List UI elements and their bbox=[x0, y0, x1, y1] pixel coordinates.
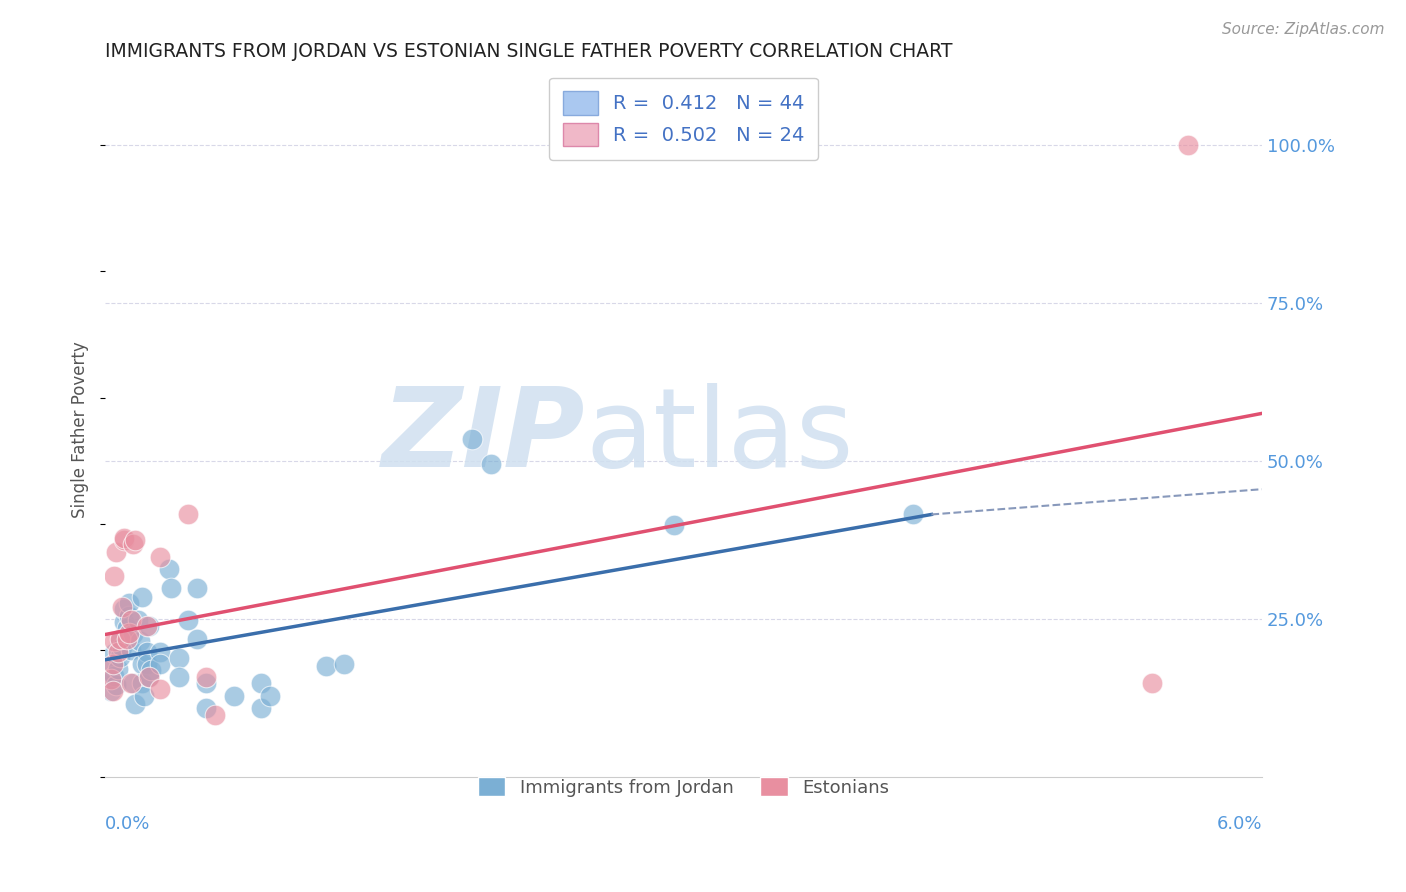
Point bbox=[118, 608, 141, 623]
Point bbox=[136, 619, 159, 633]
Point bbox=[259, 689, 281, 703]
Point bbox=[149, 644, 172, 658]
Point bbox=[222, 689, 245, 703]
Point bbox=[101, 684, 124, 698]
Point bbox=[127, 613, 149, 627]
Point bbox=[120, 643, 142, 657]
Point bbox=[112, 602, 135, 616]
Point bbox=[664, 518, 686, 533]
Legend: Immigrants from Jordan, Estonians: Immigrants from Jordan, Estonians bbox=[470, 768, 898, 805]
Point bbox=[149, 657, 172, 672]
Point bbox=[100, 672, 122, 686]
Point bbox=[138, 670, 160, 684]
Point bbox=[121, 676, 143, 690]
Point bbox=[121, 537, 143, 551]
Point bbox=[121, 627, 143, 641]
Point bbox=[117, 632, 139, 646]
Point bbox=[124, 697, 146, 711]
Point bbox=[120, 613, 142, 627]
Point bbox=[103, 647, 125, 661]
Point bbox=[118, 625, 141, 640]
Point bbox=[132, 689, 155, 703]
Y-axis label: Single Father Poverty: Single Father Poverty bbox=[72, 341, 89, 517]
Point bbox=[195, 701, 218, 715]
Text: 0.0%: 0.0% bbox=[105, 814, 150, 833]
Point bbox=[149, 682, 172, 697]
Point bbox=[204, 707, 226, 722]
Point bbox=[461, 432, 484, 446]
Point bbox=[901, 508, 924, 522]
Point bbox=[177, 508, 200, 522]
Point bbox=[160, 582, 183, 596]
Point bbox=[120, 676, 142, 690]
Point bbox=[108, 632, 131, 646]
Point bbox=[131, 676, 153, 690]
Point bbox=[479, 457, 502, 471]
Point bbox=[103, 633, 125, 648]
Text: 6.0%: 6.0% bbox=[1216, 814, 1263, 833]
Point bbox=[105, 678, 128, 692]
Point bbox=[195, 670, 218, 684]
Point bbox=[112, 531, 135, 545]
Point bbox=[250, 676, 273, 690]
Point bbox=[105, 545, 128, 559]
Point bbox=[177, 613, 200, 627]
Point bbox=[117, 621, 139, 635]
Point bbox=[108, 633, 131, 648]
Point bbox=[136, 657, 159, 672]
Point bbox=[103, 668, 125, 682]
Point bbox=[1177, 137, 1199, 152]
Point bbox=[131, 590, 153, 604]
Point bbox=[101, 659, 124, 673]
Point bbox=[167, 670, 190, 684]
Point bbox=[136, 644, 159, 658]
Point bbox=[149, 549, 172, 564]
Point bbox=[139, 664, 162, 678]
Point bbox=[107, 644, 129, 658]
Point bbox=[100, 684, 122, 698]
Point bbox=[111, 600, 134, 615]
Point bbox=[138, 670, 160, 684]
Point bbox=[107, 662, 129, 676]
Point bbox=[138, 619, 160, 633]
Point bbox=[124, 533, 146, 547]
Point bbox=[250, 701, 273, 715]
Point bbox=[167, 651, 190, 665]
Point bbox=[131, 657, 153, 672]
Point bbox=[195, 676, 218, 690]
Text: ZIP: ZIP bbox=[382, 383, 585, 490]
Point bbox=[159, 562, 181, 576]
Text: Source: ZipAtlas.com: Source: ZipAtlas.com bbox=[1222, 22, 1385, 37]
Text: atlas: atlas bbox=[585, 383, 853, 490]
Point bbox=[111, 640, 134, 654]
Point bbox=[112, 533, 135, 547]
Point bbox=[100, 672, 122, 686]
Point bbox=[315, 659, 337, 673]
Point bbox=[103, 568, 125, 582]
Point bbox=[333, 657, 356, 672]
Point bbox=[112, 615, 135, 629]
Point bbox=[101, 657, 124, 672]
Point bbox=[1140, 676, 1163, 690]
Point bbox=[129, 633, 152, 648]
Point bbox=[118, 596, 141, 610]
Point bbox=[108, 649, 131, 664]
Text: IMMIGRANTS FROM JORDAN VS ESTONIAN SINGLE FATHER POVERTY CORRELATION CHART: IMMIGRANTS FROM JORDAN VS ESTONIAN SINGL… bbox=[105, 42, 953, 61]
Point bbox=[186, 632, 208, 646]
Point bbox=[186, 582, 208, 596]
